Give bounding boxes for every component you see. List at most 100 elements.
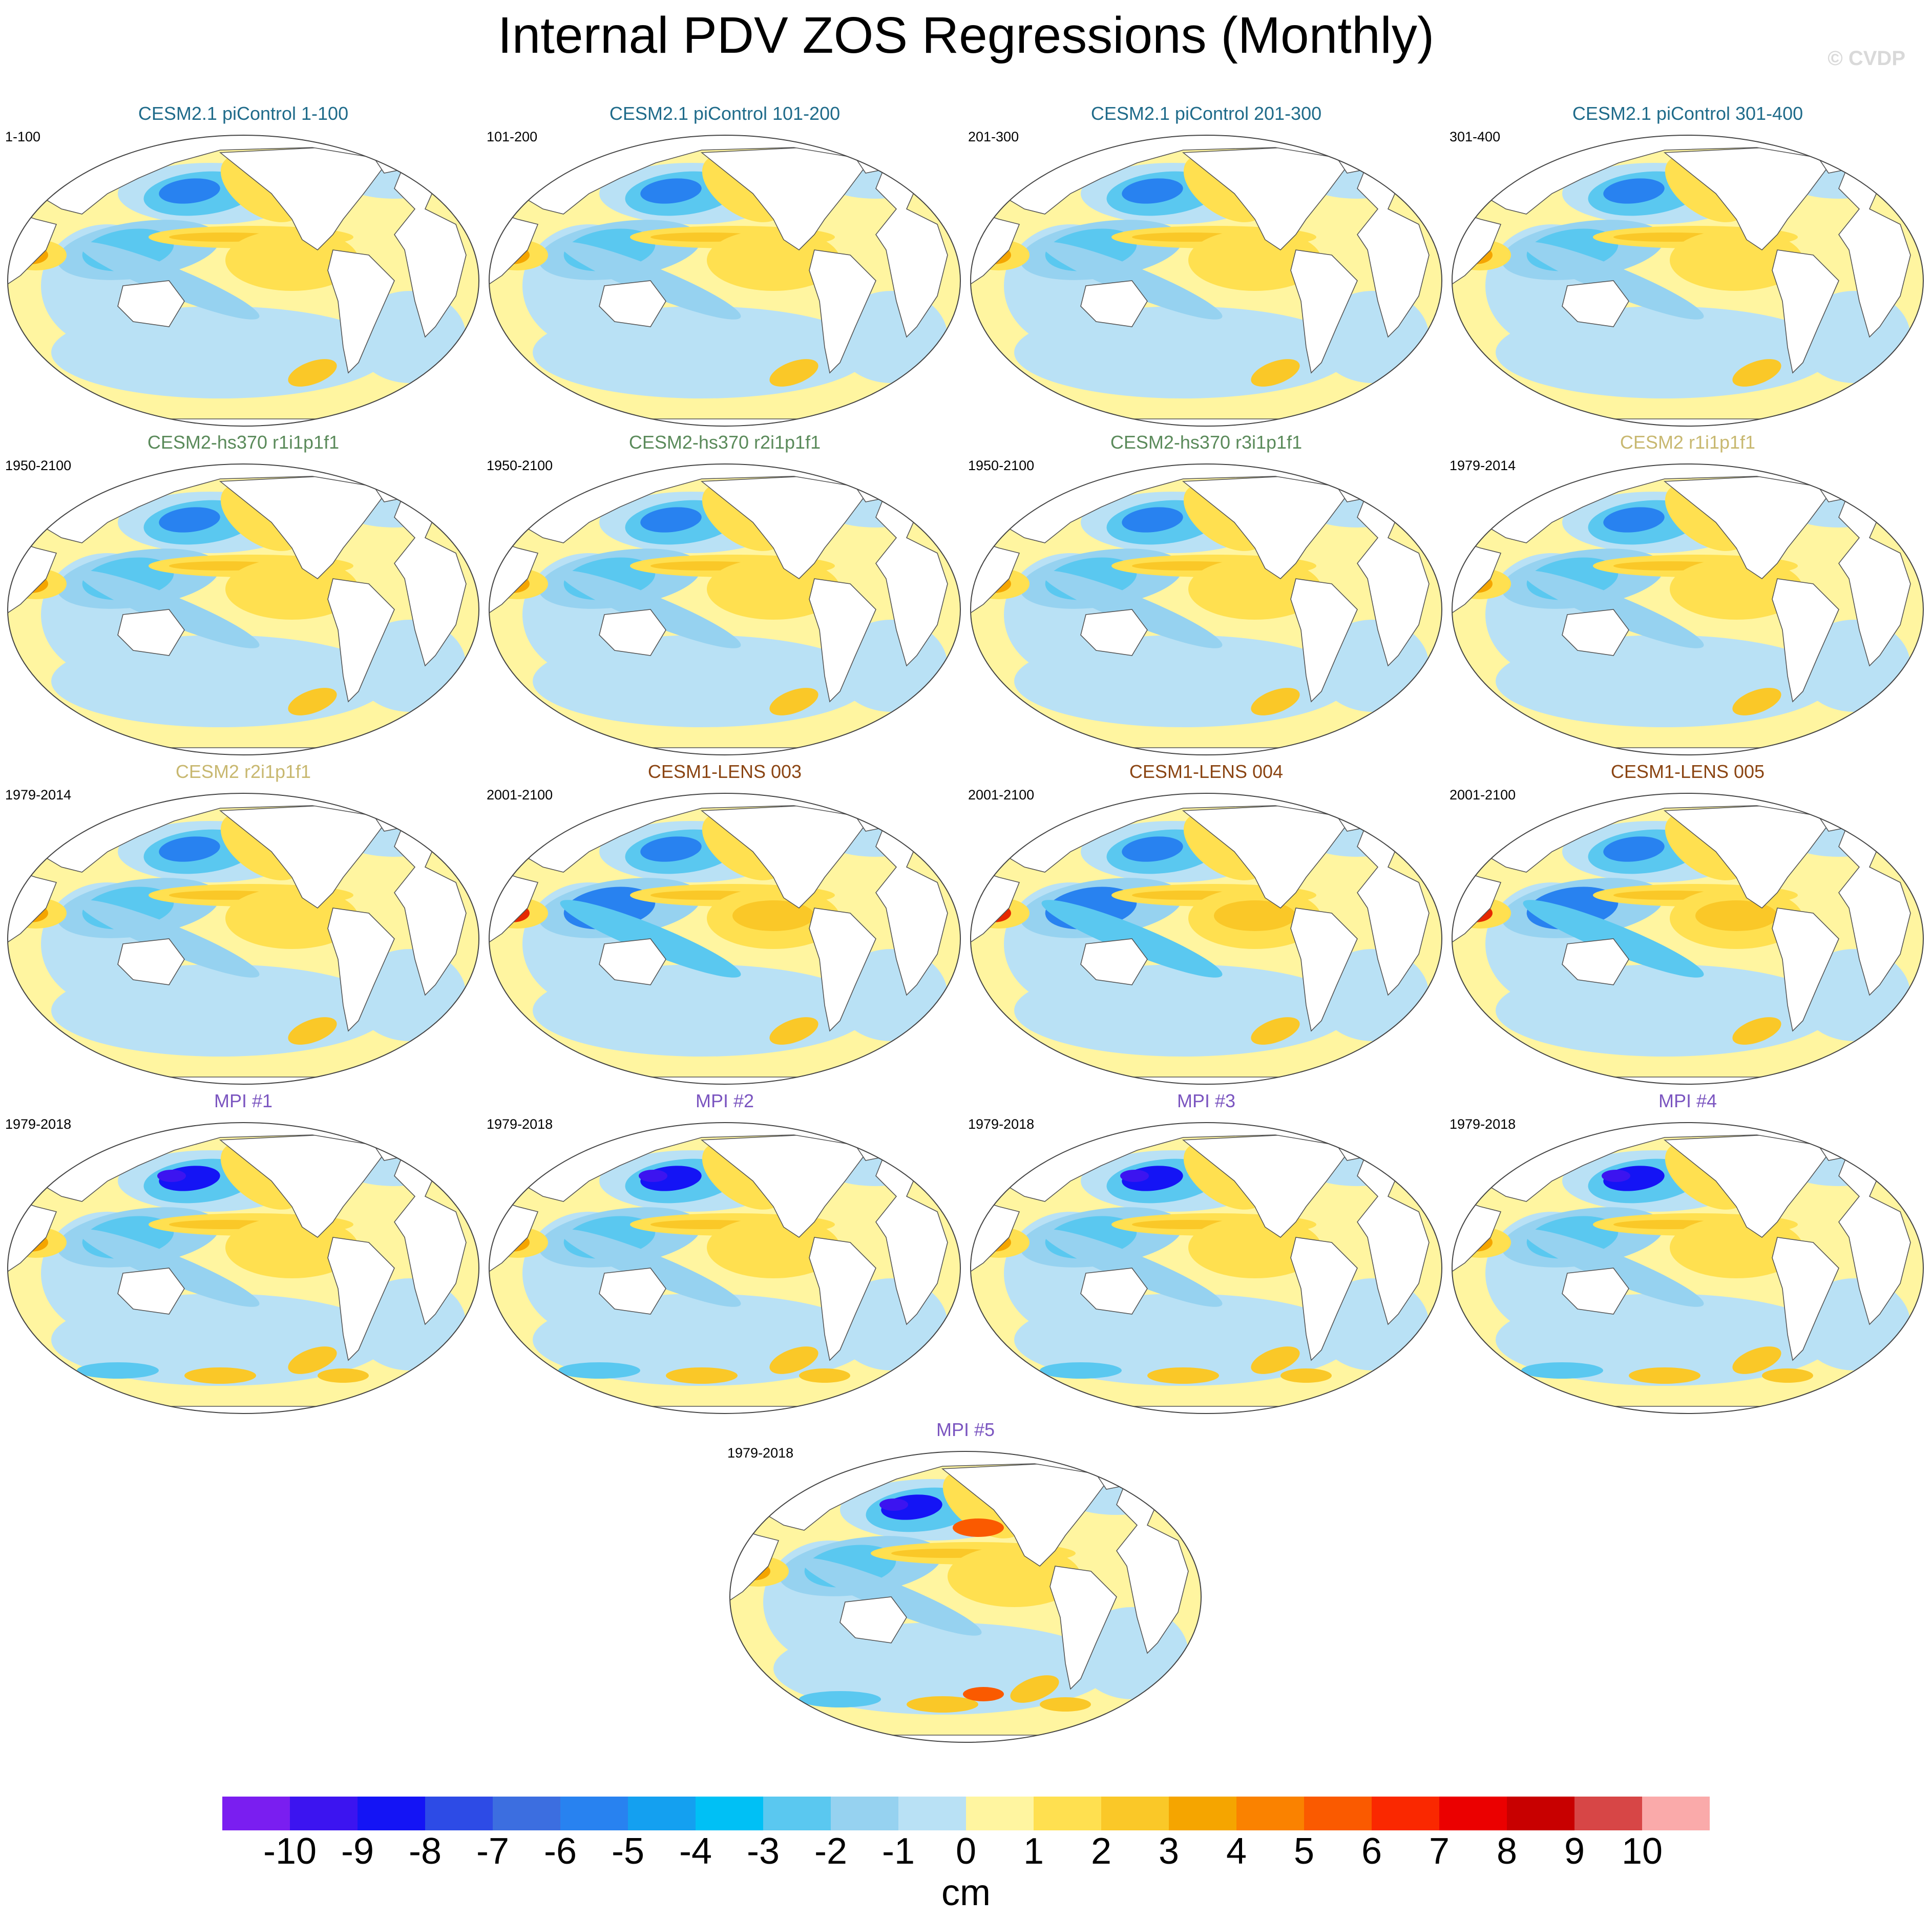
- colorbar-tick-label: -8: [408, 1831, 442, 1872]
- panel-title: CESM2-hs370 r1i1p1f1: [147, 432, 340, 453]
- panel-period: 101-200: [487, 129, 538, 144]
- colorbar-tick-label: -2: [814, 1831, 848, 1872]
- south-america-land: [809, 578, 876, 703]
- colorbar-swatch: [290, 1797, 358, 1830]
- antarctica-land: [1452, 418, 1923, 426]
- southern-ocean-warm-eddy-2: [318, 1368, 369, 1383]
- panel-title: CESM2.1 piControl 1-100: [138, 103, 349, 124]
- map-panel: MPI #5 1979-2018: [727, 1419, 1204, 1746]
- panel-period: 1-100: [5, 129, 41, 144]
- east-pacific-warm: [1670, 558, 1803, 620]
- australia-land: [1562, 1268, 1629, 1315]
- panel-title: CESM2-hs370 r2i1p1f1: [628, 432, 821, 453]
- regression-map: [970, 793, 1442, 1085]
- kuroshio-blue-core: [1603, 178, 1665, 204]
- regression-map: [1452, 135, 1924, 427]
- south-america-land: [1290, 1237, 1358, 1361]
- antarctica-land: [489, 747, 960, 755]
- map-outline: [489, 1122, 961, 1414]
- antarctica-land: [1452, 1077, 1923, 1084]
- colorbar-swatch: [1507, 1797, 1575, 1830]
- map-panel: CESM2.1 piControl 101-200 101-200: [487, 102, 963, 430]
- east-pacific-warm: [1188, 1217, 1321, 1278]
- panel-title: MPI #5: [936, 1419, 995, 1440]
- southern-ocean-warm-eddy: [1629, 1367, 1700, 1384]
- australia-land: [1562, 938, 1629, 985]
- panel-title: CESM2-hs370 r3i1p1f1: [1110, 432, 1303, 453]
- colorbar-swatch: [966, 1797, 1034, 1830]
- southern-ocean-warm: [1732, 359, 1781, 387]
- south-america-land: [1772, 908, 1839, 1032]
- map-panel: CESM1-LENS 005 2001-2100: [1450, 761, 1926, 1088]
- regression-map: [7, 1122, 479, 1414]
- southern-ocean-warm-eddy: [184, 1367, 256, 1384]
- south-america-land: [327, 249, 395, 374]
- kuroshio-blue-core: [1122, 507, 1183, 533]
- east-pacific-warm: [707, 229, 840, 291]
- map-outline: [7, 463, 479, 755]
- kuroshio-blue-core: [1603, 507, 1665, 533]
- panel-title: CESM1-LENS 004: [1129, 761, 1284, 782]
- regression-map: [970, 463, 1442, 755]
- europe-asia-land: [1452, 793, 1923, 996]
- map-panel: MPI #3 1979-2018: [968, 1090, 1444, 1418]
- watermark: © CVDP: [1828, 47, 1905, 70]
- map-outline: [970, 135, 1442, 427]
- europe-asia-land: [8, 1123, 479, 1325]
- colorbar-swatch: [425, 1797, 493, 1830]
- southern-ocean-warm: [1251, 688, 1300, 715]
- southern-ocean-warm: [288, 1017, 337, 1045]
- antarctica-land: [8, 1077, 479, 1084]
- south-america-land: [327, 1237, 395, 1361]
- panel-title: MPI #2: [695, 1090, 754, 1111]
- map-outline: [7, 793, 479, 1085]
- east-pacific-warm: [948, 1546, 1081, 1607]
- kuroshio-blue-core: [1603, 836, 1665, 862]
- panel-period: 2001-2100: [487, 787, 553, 803]
- figure-title: Internal PDV ZOS Regressions (Monthly): [497, 7, 1435, 64]
- kuroshio-deep-core: [639, 1170, 667, 1182]
- southern-ocean-warm-eddy: [1147, 1367, 1219, 1384]
- south-america-land: [1772, 578, 1839, 703]
- colorbar-swatch: [1304, 1797, 1372, 1830]
- map-panel: MPI #2 1979-2018: [487, 1090, 963, 1418]
- southern-ocean-warm: [1251, 1346, 1300, 1374]
- panel-title: MPI #1: [214, 1090, 273, 1111]
- antarctica-land: [971, 418, 1442, 426]
- southern-ocean-warm: [1251, 1017, 1300, 1045]
- colorbar-tick-label: 8: [1496, 1831, 1518, 1872]
- australia-land: [117, 1268, 185, 1315]
- antarctica-land: [730, 1735, 1201, 1742]
- colorbar-swatch: [358, 1797, 426, 1830]
- australia-land: [1080, 280, 1148, 327]
- regression-map: [489, 793, 961, 1085]
- europe-asia-land: [489, 793, 960, 996]
- antarctica-land: [1452, 747, 1923, 755]
- south-america-land: [809, 1237, 876, 1361]
- regression-map: [970, 1122, 1442, 1414]
- colorbar-swatch: [1236, 1797, 1305, 1830]
- australia-land: [1562, 609, 1629, 656]
- regression-map: [489, 135, 961, 427]
- colorbar-tick-label: -7: [476, 1831, 510, 1872]
- panel-title: CESM1-LENS 005: [1610, 761, 1765, 782]
- southern-ocean-warm: [769, 688, 818, 715]
- regression-map: [1452, 793, 1924, 1085]
- map-panel: MPI #1 1979-2018: [5, 1090, 481, 1418]
- map-outline: [489, 463, 961, 755]
- map-panel: CESM2.1 piControl 201-300 201-300: [968, 102, 1444, 430]
- east-pacific-warm-core: [1695, 900, 1777, 931]
- europe-asia-land: [971, 793, 1442, 996]
- kuroshio-blue-core: [640, 178, 702, 204]
- regression-map: [7, 135, 479, 427]
- south-america-land: [1049, 1566, 1117, 1690]
- antarctica-land: [971, 1406, 1442, 1413]
- southern-ocean-warm: [769, 1017, 818, 1045]
- panel-period: 1979-2018: [727, 1445, 794, 1461]
- south-america-land: [1772, 1237, 1839, 1361]
- map-outline: [1452, 463, 1924, 755]
- east-pacific-warm: [225, 558, 359, 620]
- southern-ocean-blue-eddy: [1521, 1362, 1603, 1379]
- south-america-land: [327, 908, 395, 1032]
- colorbar-tick-label: 10: [1621, 1831, 1663, 1872]
